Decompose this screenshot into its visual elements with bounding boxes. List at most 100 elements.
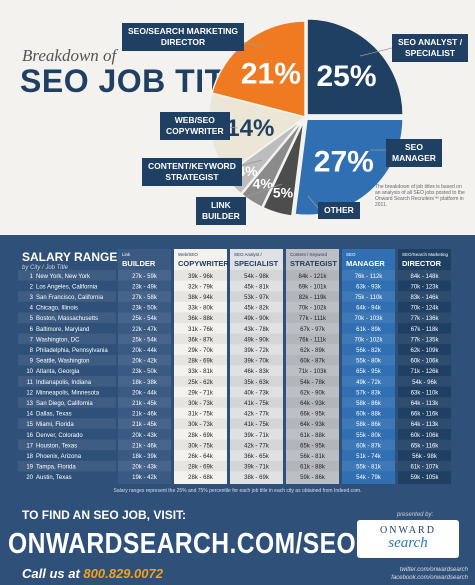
salary-section: SALARY RANGES by City / Job Title Link BUIL…	[0, 235, 475, 585]
table-row-bg	[18, 460, 116, 472]
cell-bg	[286, 460, 339, 472]
salary-cell: 54k - 96k	[412, 380, 438, 386]
row-number: 1	[30, 274, 34, 280]
salary-cell: 64k - 93k	[300, 422, 326, 428]
salary-cell: 18k - 38k	[132, 380, 158, 386]
salary-cell: 65k - 95k	[356, 369, 382, 375]
salary-cell: 20k - 44k	[132, 390, 158, 396]
salary-cell: 84k - 148k	[410, 274, 439, 280]
salary-cell: 70k - 124k	[410, 306, 439, 312]
column-header: STRATEGIST	[290, 259, 337, 268]
pie-slice	[306, 18, 404, 116]
salary-cell: 63k - 93k	[356, 284, 382, 290]
cell-bg	[342, 333, 395, 345]
row-city: Philadelphia, Pennsylvania	[36, 348, 108, 354]
salary-cell: 41k - 75k	[244, 401, 270, 407]
cell-bg	[230, 418, 283, 429]
row-city: Indianapolis, Indiana	[36, 380, 92, 386]
salary-cell: 60k - 106k	[410, 359, 439, 365]
label-web-copywriter: WEB/SEO COPYWRITER	[160, 112, 230, 140]
label-seo-manager-line2: MANAGER	[392, 153, 436, 163]
row-number: 17	[26, 443, 33, 449]
cell-bg	[286, 376, 339, 387]
salary-cell: 36k - 87k	[188, 337, 214, 343]
label-other-line1: OTHER	[324, 205, 354, 215]
salary-cell: 70k - 123k	[410, 284, 439, 290]
cell-bg	[118, 270, 171, 281]
column-header-small: SEO/Search Marketing	[402, 252, 449, 257]
label-content-strategist: CONTENT/KEYWORD STRATEGIST	[142, 158, 242, 186]
cell-bg	[342, 376, 395, 387]
row-number: 14	[26, 412, 33, 418]
salary-cell: 69k - 101k	[298, 284, 327, 290]
salary-cell: 54k - 78k	[300, 380, 326, 386]
pie-value-label: 27%	[314, 146, 374, 179]
salary-cell: 64k - 113k	[411, 401, 440, 407]
salary-cell: 23k - 50k	[132, 369, 158, 375]
salary-cell: 77k - 136k	[410, 316, 439, 322]
salary-cell: 20k - 42k	[132, 359, 158, 365]
salary-cell: 61k - 89k	[356, 327, 382, 333]
cell-bg	[286, 333, 339, 345]
salary-cell: 26k - 64k	[188, 454, 214, 460]
row-city: San Francisco, California	[36, 295, 104, 301]
salary-cell: 60k - 88k	[356, 412, 382, 418]
cell-bg	[342, 397, 395, 408]
salary-cell: 56k - 98k	[412, 454, 438, 460]
salary-cell: 31k - 76k	[188, 327, 214, 333]
salary-cell: 83k - 146k	[410, 295, 439, 301]
salary-cell: 61k - 88k	[300, 465, 326, 471]
salary-cell: 33k - 80k	[188, 306, 214, 312]
logo-bottom-text: search	[388, 535, 428, 551]
salary-cell: 39k - 71k	[244, 433, 270, 439]
table-title: SALARY RANGES	[22, 250, 125, 264]
facebook-link[interactable]: facebook.com/onwardsearch	[391, 575, 468, 581]
cell-bg	[174, 333, 227, 345]
salary-cell: 32k - 79k	[188, 284, 214, 290]
table-row-bg	[18, 270, 116, 281]
call-us: Call us at 800.829.0072	[22, 566, 163, 581]
salary-cell: 19k - 42k	[132, 475, 158, 481]
cell-bg	[174, 270, 227, 281]
logo-top-text: ONWARD	[380, 525, 436, 536]
salary-cell: 75k - 110k	[355, 295, 384, 301]
cell-bg	[398, 376, 451, 387]
salary-cell: 49k - 90k	[244, 337, 270, 343]
label-link-builder: LINK BUILDER	[196, 197, 246, 225]
salary-cell: 42k - 77k	[244, 443, 270, 449]
salary-cell: 65k - 95k	[300, 443, 326, 449]
column-header: COPYWRITER	[178, 259, 229, 268]
twitter-link[interactable]: twitter.com/onwardsearch	[399, 567, 468, 573]
row-city: Houston, Texas	[36, 443, 77, 449]
cell-bg	[118, 312, 171, 323]
salary-cell: 20k - 44k	[132, 348, 158, 354]
salary-cell: 29k - 71k	[188, 390, 214, 396]
cell-bg	[286, 354, 339, 366]
salary-cell: 46k - 83k	[244, 369, 270, 375]
salary-cell: 18k - 39k	[132, 454, 158, 460]
label-content-strategist-line2: STRATEGIST	[165, 172, 219, 182]
onward-search-logo: ONWARD search	[357, 520, 459, 558]
salary-cell: 28k - 69k	[188, 359, 214, 365]
salary-cell: 54k - 79k	[356, 475, 382, 481]
row-number: 6	[30, 327, 34, 333]
cell-bg	[174, 376, 227, 387]
salary-cell: 53k - 97k	[244, 295, 270, 301]
salary-cell: 29k - 70k	[188, 348, 214, 354]
salary-cell: 62k - 90k	[300, 390, 326, 396]
salary-cell: 61k - 88k	[300, 433, 326, 439]
salary-cell: 56k - 82k	[356, 348, 382, 354]
cell-bg	[286, 270, 339, 281]
row-city: Seattle, Washington	[36, 359, 89, 365]
column-header: DIRECTOR	[402, 259, 442, 268]
table-row-bg	[18, 354, 116, 366]
salary-cell: 40k - 73k	[244, 390, 270, 396]
cell-bg	[174, 418, 227, 429]
cell-bg	[118, 333, 171, 345]
presented-by: presented by:	[396, 512, 434, 518]
column-band	[286, 249, 339, 484]
row-city: Atlanta, Georgia	[36, 369, 80, 375]
cell-bg	[342, 460, 395, 472]
salary-cell: 45k - 82k	[244, 306, 270, 312]
phone-number[interactable]: 800.829.0072	[83, 566, 163, 581]
